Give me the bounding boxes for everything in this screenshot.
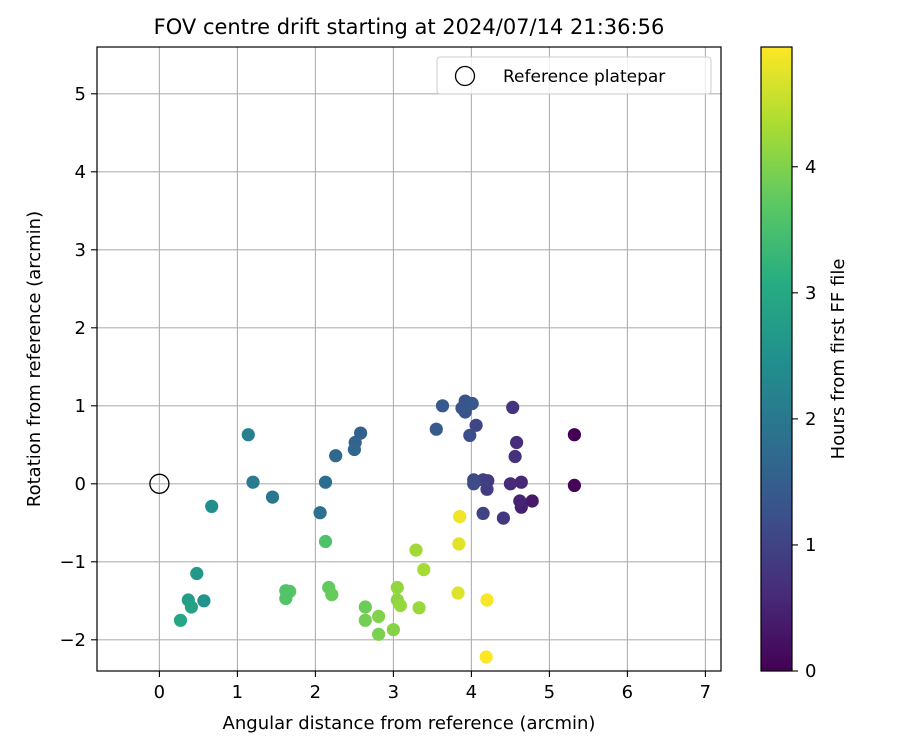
- data-point-40: [184, 600, 198, 614]
- data-point-63: [479, 650, 493, 664]
- data-point-5: [514, 475, 528, 489]
- x-axis-ticks: 0 1 2 3 4 5 6 7: [154, 671, 711, 703]
- data-point-45: [279, 591, 293, 606]
- x-tick-label-2: 2: [310, 682, 321, 703]
- colorbar-ticks: 0 1 2 3 4: [792, 157, 816, 682]
- data-point-35: [241, 428, 255, 442]
- data-point-18: [463, 428, 477, 442]
- data-point-32: [313, 506, 327, 520]
- legend-open-circle-marker: [454, 65, 476, 87]
- data-point-58: [417, 563, 431, 577]
- data-point-24: [465, 396, 479, 411]
- x-axis-label: Angular distance from reference (arcmin): [223, 713, 596, 734]
- data-point-15: [469, 418, 483, 432]
- plot-frame: [96, 46, 722, 672]
- data-point-54: [390, 580, 404, 595]
- data-point-6: [503, 477, 517, 491]
- chart-title: FOV centre drift starting at 2024/07/14 …: [154, 15, 665, 39]
- scatter-points: [173, 394, 582, 664]
- data-point-38: [190, 566, 204, 581]
- reference-platepar-marker: [149, 473, 170, 494]
- data-point-51: [372, 609, 386, 624]
- data-point-41: [173, 613, 188, 627]
- colorbar-tick-label-1: 1: [805, 535, 816, 556]
- data-point-29: [347, 442, 361, 457]
- x-tick-label-5: 5: [544, 682, 555, 703]
- data-point-0: [567, 428, 582, 442]
- data-point-50: [372, 627, 386, 641]
- data-point-47: [325, 588, 339, 602]
- data-point-62: [480, 593, 494, 607]
- data-point-30: [329, 449, 343, 463]
- x-tick-label-7: 7: [700, 682, 711, 703]
- data-point-1: [567, 478, 582, 492]
- y-tick-label-2: 0: [75, 474, 86, 495]
- y-tick-label-7: 5: [75, 84, 86, 105]
- colorbar-tick-label-0: 0: [805, 661, 816, 682]
- data-point-59: [451, 586, 465, 600]
- x-tick-label-0: 0: [154, 682, 165, 703]
- data-point-14: [476, 506, 490, 520]
- data-point-33: [265, 490, 280, 504]
- x-tick-label-1: 1: [232, 682, 243, 703]
- data-point-56: [412, 601, 426, 615]
- data-point-17: [467, 477, 481, 491]
- x-tick-label-6: 6: [622, 682, 633, 703]
- colorbar-label: Hours from first FF file: [828, 259, 849, 460]
- data-point-34: [246, 475, 260, 489]
- legend-box: [436, 56, 712, 95]
- data-point-4: [513, 494, 527, 508]
- data-point-36: [205, 499, 219, 513]
- data-point-10: [496, 511, 510, 525]
- y-tick-label-6: 4: [75, 162, 86, 183]
- y-tick-label-1: −1: [59, 552, 86, 573]
- x-tick-label-3: 3: [388, 682, 399, 703]
- y-tick-label-5: 3: [75, 240, 86, 261]
- y-tick-label-4: 2: [75, 318, 86, 339]
- data-point-42: [318, 534, 333, 549]
- colorbar-tick-label-3: 3: [805, 283, 816, 304]
- colorbar-gradient: [761, 47, 792, 671]
- data-point-57: [409, 543, 423, 557]
- data-point-9: [506, 400, 520, 414]
- data-point-52: [386, 623, 400, 637]
- data-point-37: [197, 594, 211, 608]
- data-point-8: [508, 449, 522, 464]
- colorbar-tick-label-4: 4: [805, 157, 816, 178]
- colorbar: 0 1 2 3 4 Hours from first FF file: [760, 46, 849, 682]
- colorbar-frame: [760, 46, 793, 672]
- y-tick-label-0: −2: [59, 630, 86, 651]
- data-point-55: [393, 598, 407, 613]
- y-axis-ticks: −2 −1 0 1 2 3 4 5: [59, 84, 97, 651]
- data-point-25: [435, 399, 450, 413]
- data-point-7: [509, 435, 524, 450]
- x-tick-label-4: 4: [466, 682, 477, 703]
- data-point-61: [453, 509, 467, 524]
- grid: [97, 47, 721, 671]
- data-point-31: [318, 475, 333, 489]
- data-point-60: [452, 537, 466, 551]
- reference-marker: [149, 473, 170, 494]
- data-point-49: [358, 613, 372, 627]
- legend-entry-label: Reference platepar: [503, 67, 665, 87]
- legend: Reference platepar: [436, 56, 712, 95]
- data-point-48: [358, 600, 372, 614]
- colorbar-tick-label-2: 2: [805, 409, 816, 430]
- y-axis-label: Rotation from reference (arcmin): [24, 211, 45, 507]
- y-tick-label-3: 1: [75, 396, 86, 417]
- data-point-2: [525, 494, 539, 508]
- data-point-26: [429, 422, 443, 436]
